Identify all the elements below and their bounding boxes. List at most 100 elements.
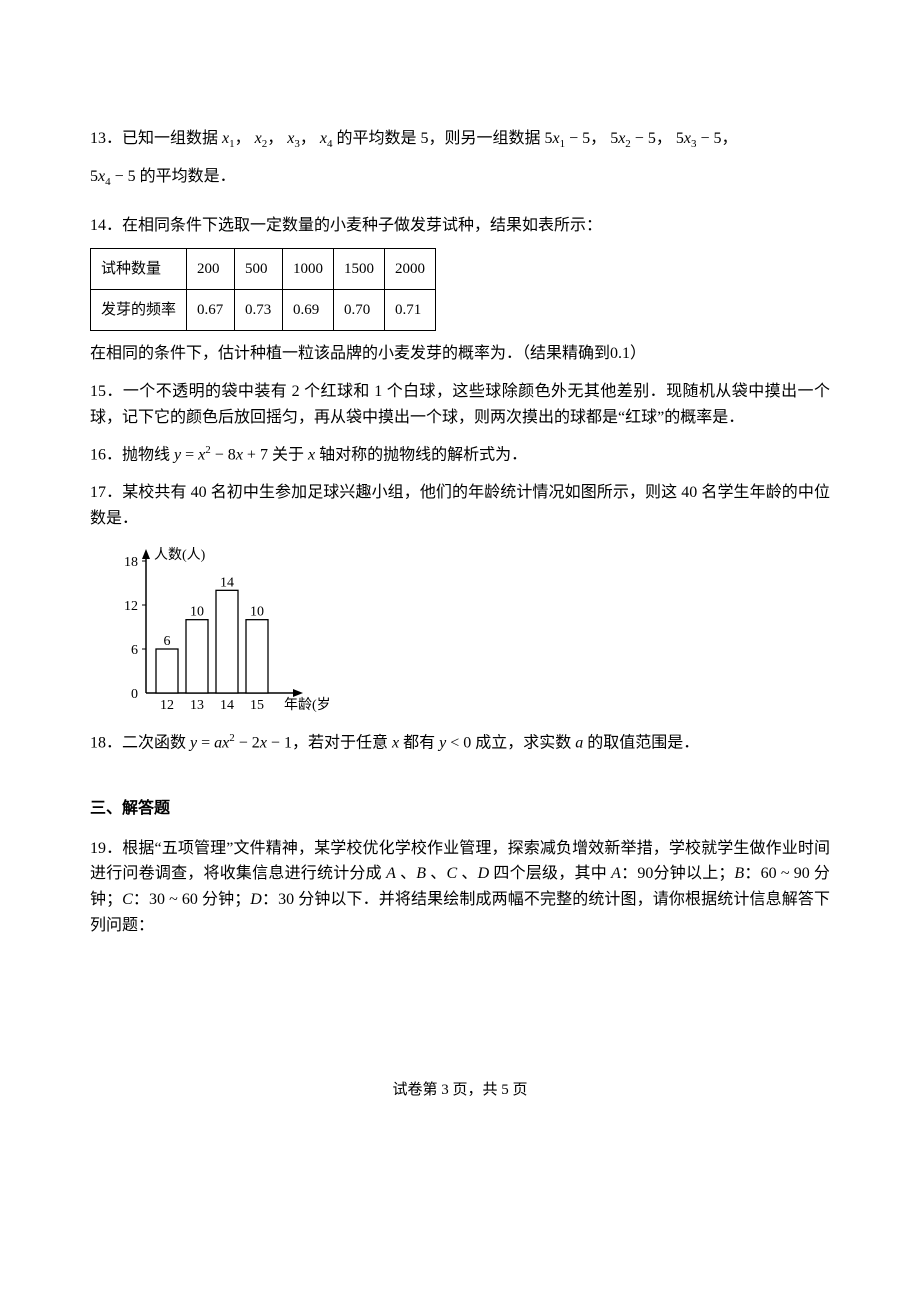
q18-a: a xyxy=(214,735,222,752)
svg-text:6: 6 xyxy=(164,634,171,649)
q17-text-block: 17．某校共有 40 名初中生参加足球兴趣小组，他们的年龄统计情况如图所示，则这… xyxy=(90,480,830,531)
q19-A: A xyxy=(386,865,396,882)
e3b: x xyxy=(684,130,691,147)
td-3: 0.69 xyxy=(283,290,334,331)
question-14: 14．在相同条件下选取一定数量的小麦种子做发芽试种，结果如表所示： 试种数量 2… xyxy=(90,213,830,367)
page-footer: 试卷第 3 页，共 5 页 xyxy=(90,1078,830,1102)
q18-mid2: 都有 xyxy=(399,735,439,752)
q17-text: 某校共有 40 名初中生参加足球兴趣小组，他们的年龄统计情况如图所示，则这 40… xyxy=(90,484,830,527)
svg-text:年龄(岁): 年龄(岁) xyxy=(284,697,330,713)
svg-text:6: 6 xyxy=(131,643,138,658)
svg-text:18: 18 xyxy=(124,555,138,570)
td-2: 0.73 xyxy=(235,290,283,331)
e3d: − 5 xyxy=(696,130,721,147)
q18-eq: = xyxy=(197,735,214,752)
e2a: 5 xyxy=(610,130,618,147)
q19-At: 90分钟以上； xyxy=(637,865,734,882)
q19-Ct: ：30 ~ 60 分钟； xyxy=(133,891,250,908)
q19-mid1: 四个层级，其中 xyxy=(489,865,611,882)
q13-pre: 已知一组数据 xyxy=(122,130,218,147)
s3: 、 xyxy=(457,865,477,882)
question-18: 18．二次函数 y = ax2 − 2x − 1，若对于任意 x 都有 y < … xyxy=(90,730,830,756)
e1a: 5 xyxy=(545,130,553,147)
question-13: 13．已知一组数据 x1， x2， x3， x4 的平均数是 5，则另一组数据 … xyxy=(90,120,830,197)
q19-D: D xyxy=(478,865,490,882)
td-5: 0.71 xyxy=(385,290,436,331)
question-16: 16．抛物线 y = x2 − 8x + 7 关于 x 轴对称的抛物线的解析式为… xyxy=(90,442,830,468)
q13-mid1: 的平均数是 5，则另一组数据 xyxy=(337,130,541,147)
q18-mid1: ，若对于任意 xyxy=(292,735,392,752)
s1: 、 xyxy=(396,865,416,882)
question-17: 17．某校共有 40 名初中生参加足球兴趣小组，他们的年龄统计情况如图所示，则这… xyxy=(90,480,830,718)
svg-text:10: 10 xyxy=(250,605,264,620)
th-3: 1000 xyxy=(283,249,334,290)
e4d: − 5 xyxy=(111,168,136,185)
q16-x3: x xyxy=(308,446,315,463)
q18-m1: − 1 xyxy=(267,735,292,752)
c2: ， xyxy=(267,130,283,147)
c1: ， xyxy=(235,130,251,147)
section-3-heading: 三、解答题 xyxy=(90,796,830,822)
q19-As: A xyxy=(611,865,621,882)
table-row: 试种数量 200 500 1000 1500 2000 xyxy=(91,249,436,290)
svg-text:14: 14 xyxy=(220,698,234,713)
svg-text:人数(人): 人数(人) xyxy=(154,547,206,563)
x4-sub: 4 xyxy=(327,138,333,150)
th-5: 2000 xyxy=(385,249,436,290)
question-19: 19．根据“五项管理”文件精神，某学校优化学校作业管理，探索减负增效新举措，学校… xyxy=(90,836,830,938)
svg-text:12: 12 xyxy=(124,599,138,614)
q19-B: B xyxy=(416,865,426,882)
q19-Bs: B xyxy=(734,865,744,882)
th-4: 1500 xyxy=(334,249,385,290)
q16-p7: + 7 xyxy=(243,446,268,463)
q19-Ds: D xyxy=(250,891,262,908)
c4: ， xyxy=(590,130,606,147)
q18-x3: x xyxy=(392,735,399,752)
age-chart-svg: 061218人数(人)612101314141015年龄(岁) xyxy=(100,543,330,718)
q16-num: 16． xyxy=(90,446,122,463)
e1d: − 5 xyxy=(565,130,590,147)
q14-line1: 14．在相同条件下选取一定数量的小麦种子做发芽试种，结果如表所示： xyxy=(90,213,830,239)
th-1: 200 xyxy=(187,249,235,290)
svg-text:12: 12 xyxy=(160,698,174,713)
q18-tail: 的取值范围是． xyxy=(583,735,699,752)
q16-pre: 抛物线 xyxy=(122,446,174,463)
q18-pre: 二次函数 xyxy=(122,735,190,752)
s2: 、 xyxy=(426,865,446,882)
td-0: 发芽的频率 xyxy=(91,290,187,331)
q18-m2: − 2 xyxy=(235,735,260,752)
q19-num: 19． xyxy=(90,840,122,857)
th-2: 500 xyxy=(235,249,283,290)
q16-x2: x xyxy=(236,446,243,463)
q18-mid3: 成立，求实数 xyxy=(471,735,575,752)
q13-tail: 的平均数是． xyxy=(140,168,236,185)
svg-text:0: 0 xyxy=(131,687,138,702)
q16-mid: 关于 xyxy=(268,446,308,463)
svg-text:10: 10 xyxy=(190,605,204,620)
x2: x xyxy=(255,130,262,147)
x4: x xyxy=(320,130,327,147)
q15-num: 15． xyxy=(90,383,123,400)
e2d: − 5 xyxy=(631,130,656,147)
q19-colon: ： xyxy=(621,865,637,882)
c6: ， xyxy=(721,130,737,147)
c3: ， xyxy=(300,130,316,147)
q16-eq: = xyxy=(181,446,198,463)
svg-text:15: 15 xyxy=(250,698,264,713)
c5: ， xyxy=(656,130,672,147)
q16-tail: 轴对称的抛物线的解析式为． xyxy=(315,446,527,463)
table-row: 发芽的频率 0.67 0.73 0.69 0.70 0.71 xyxy=(91,290,436,331)
question-15: 15．一个不透明的袋中装有 2 个红球和 1 个白球，这些球除颜色外无其他差别．… xyxy=(90,379,830,430)
e4a: 5 xyxy=(90,168,98,185)
q13-line1: 13．已知一组数据 x1， x2， x3， x4 的平均数是 5，则另一组数据 … xyxy=(90,120,830,158)
q18-x2: x xyxy=(260,735,267,752)
e1b: x xyxy=(553,130,560,147)
q18-lt: < 0 xyxy=(446,735,471,752)
th-0: 试种数量 xyxy=(91,249,187,290)
q13-line2: 5x4 − 5 的平均数是． xyxy=(90,158,830,196)
q19-Cs: C xyxy=(122,891,133,908)
q14-line2: 在相同的条件下，估计种植一粒该品牌的小麦发芽的概率为．（结果精确到0.1） xyxy=(90,341,830,367)
q14-text1: 在相同条件下选取一定数量的小麦种子做发芽试种，结果如表所示： xyxy=(122,217,602,234)
germination-table: 试种数量 200 500 1000 1500 2000 发芽的频率 0.67 0… xyxy=(90,248,436,331)
q17-num: 17． xyxy=(90,484,122,501)
